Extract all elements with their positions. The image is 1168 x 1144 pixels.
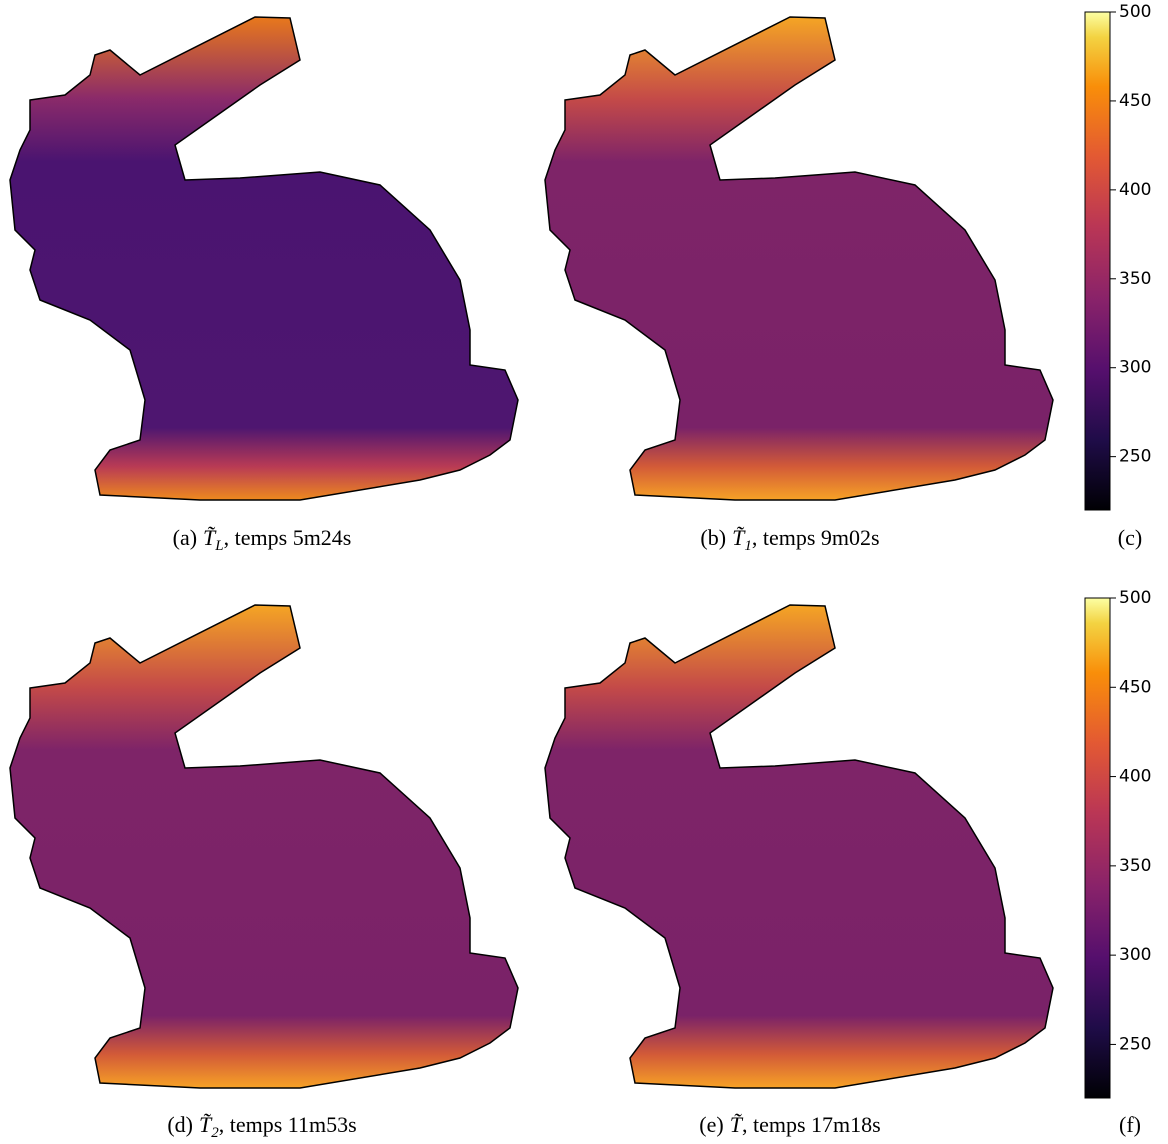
caption: (a) T̃L, temps 5m24s bbox=[173, 525, 352, 554]
heatmap-a bbox=[9, 16, 519, 501]
tick-label: 300 bbox=[1119, 945, 1151, 965]
caption: (b) T̃1, temps 9m02s bbox=[700, 525, 879, 554]
symbol: T̃ bbox=[730, 1112, 744, 1137]
tick-label: 250 bbox=[1119, 1034, 1151, 1054]
symbol: T̃ bbox=[732, 525, 746, 550]
symbol: T̃ bbox=[203, 525, 217, 550]
panel-label: (f) bbox=[1119, 1112, 1141, 1137]
tick-label: 350 bbox=[1119, 856, 1151, 876]
tick-label: 350 bbox=[1119, 269, 1151, 289]
caption: (e) T̃, temps 17m18s bbox=[699, 1112, 880, 1137]
tick-label: 300 bbox=[1119, 358, 1151, 378]
tick-label: 500 bbox=[1119, 588, 1151, 608]
subscript: 1 bbox=[744, 538, 752, 554]
caption-rest: , temps 17m18s bbox=[742, 1112, 881, 1137]
colorbar bbox=[1084, 11, 1111, 511]
panel-label: (e) bbox=[699, 1112, 723, 1137]
colorbar bbox=[1084, 597, 1111, 1099]
tick-label: 450 bbox=[1119, 677, 1151, 697]
tick-label: 500 bbox=[1119, 2, 1151, 22]
caption-rest: , temps 11m53s bbox=[219, 1112, 357, 1137]
subscript: L bbox=[214, 538, 223, 554]
tick-label: 250 bbox=[1119, 447, 1151, 467]
panel-label: (a) bbox=[173, 525, 197, 550]
tick-label: 400 bbox=[1119, 767, 1151, 787]
panel-label: (c) bbox=[1118, 525, 1142, 550]
heatmap-e bbox=[544, 604, 1054, 1089]
heatmap-b bbox=[544, 16, 1054, 501]
panel-label: (d) bbox=[167, 1112, 193, 1137]
tick-label: 450 bbox=[1119, 91, 1151, 111]
caption-rest: , temps 5m24s bbox=[224, 525, 352, 550]
caption: (d) T̃2, temps 11m53s bbox=[167, 1112, 356, 1141]
caption-rest: , temps 9m02s bbox=[752, 525, 880, 550]
panel-label: (b) bbox=[700, 525, 726, 550]
heatmap-d bbox=[9, 604, 519, 1089]
symbol: T̃ bbox=[199, 1112, 213, 1137]
subscript: 2 bbox=[211, 1125, 219, 1141]
tick-label: 400 bbox=[1119, 180, 1151, 200]
